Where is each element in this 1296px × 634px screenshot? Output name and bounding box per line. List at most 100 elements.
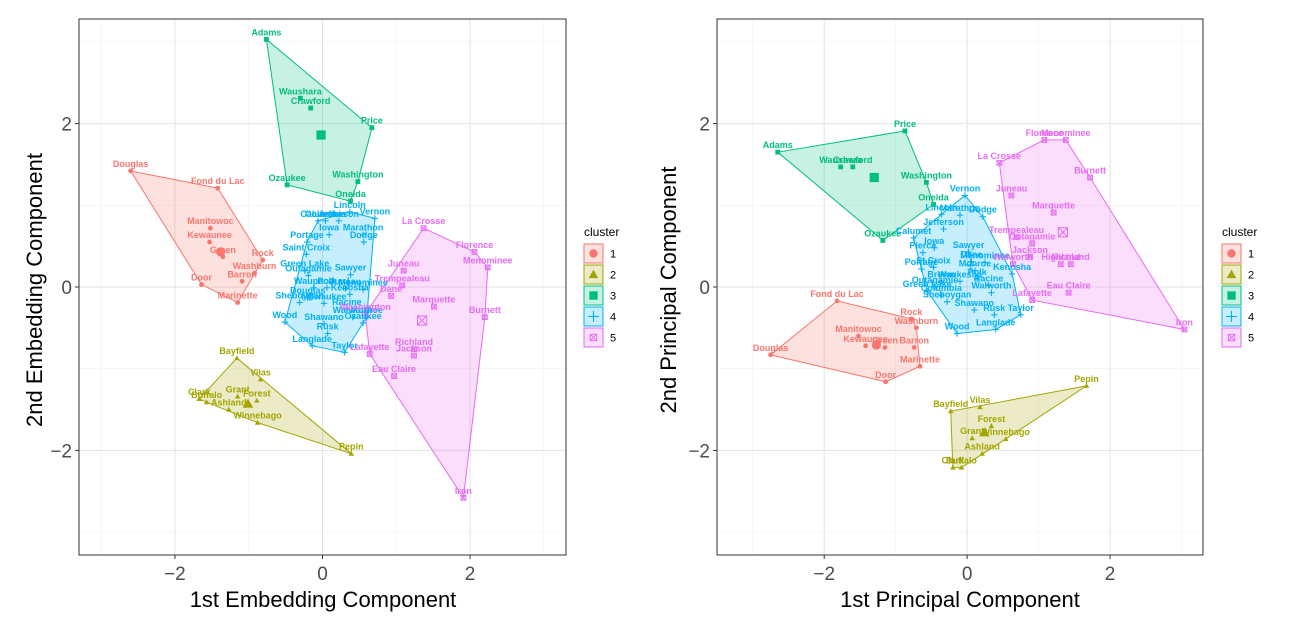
cluster-5-hull [998, 139, 1186, 331]
point-label: Price [894, 119, 916, 129]
point-label: Pepin [339, 442, 364, 452]
data-point [856, 333, 861, 339]
data-point [326, 231, 333, 238]
data-point [342, 285, 349, 292]
point-label: Columbia [305, 209, 347, 219]
legend-symbol [589, 333, 598, 342]
data-point [341, 349, 348, 356]
legend-title: cluster [1222, 225, 1257, 239]
data-point [961, 192, 969, 199]
data-point [985, 282, 992, 289]
cluster-centroid [869, 172, 879, 183]
point-label: Waushara [819, 155, 863, 165]
data-point [880, 238, 886, 243]
data-point [484, 264, 491, 271]
point-label: Taylor [331, 340, 358, 350]
data-point [988, 289, 995, 296]
data-point [252, 270, 258, 276]
point-label: Jackson [1012, 245, 1048, 255]
point-label: Saint Croix [283, 242, 331, 252]
x-axis-title: 1st Embedding Component [190, 587, 457, 612]
grid [79, 19, 566, 555]
data-point [128, 168, 134, 174]
point-label: Waushara [279, 86, 323, 96]
data-point [199, 282, 204, 287]
point-label: Racine [332, 297, 362, 307]
x-tick-label: −2 [164, 564, 186, 585]
point-label: Bayfield [933, 399, 968, 409]
data-point [359, 319, 367, 327]
data-point [348, 198, 353, 204]
data-point [1041, 137, 1048, 143]
point-label: Douglas [753, 343, 789, 353]
data-point [1017, 311, 1024, 318]
point-label: Green [872, 335, 898, 345]
legend-symbol [1227, 249, 1236, 258]
point-label: Lincoln [925, 202, 957, 212]
points-layer [768, 128, 1188, 470]
point-label: Washington [332, 170, 383, 180]
data-point [323, 284, 331, 291]
point-label: Forest [978, 414, 1006, 424]
legend-symbol [589, 291, 598, 300]
data-point [838, 164, 844, 170]
data-point [359, 286, 367, 293]
data-point [371, 215, 379, 222]
point-label: Clark [942, 456, 966, 466]
data-point [1013, 234, 1020, 241]
point-label: Grant [960, 426, 984, 436]
data-point [301, 267, 308, 274]
point-label: Lafayette [350, 342, 390, 352]
data-point [310, 284, 317, 291]
legend-item: 3 [583, 285, 616, 306]
point-label: La Crosse [978, 151, 1022, 161]
cluster-hulls [769, 130, 1186, 469]
point-labels: Fond du Lac Rock Manitowoc Washburn Kewaunee… [753, 119, 1193, 466]
legend-symbol [588, 269, 599, 279]
point-label: Ozaukee [269, 173, 306, 183]
y-tick-label: 2 [699, 115, 710, 136]
point-label: Monroe [959, 259, 992, 269]
x-tick-label: 0 [317, 564, 328, 585]
data-point [1181, 326, 1188, 333]
point-label: Ashland [211, 398, 247, 408]
point-label: Juneau [388, 259, 420, 269]
point-label: Green Lake [903, 279, 952, 289]
x-axis-title: 1st Principal Component [840, 587, 1080, 612]
data-point [938, 211, 945, 218]
data-point [1027, 253, 1033, 260]
data-point [399, 282, 406, 289]
data-point [931, 202, 936, 207]
data-point [411, 352, 417, 359]
data-point [335, 217, 342, 224]
x-ticks: −2 0 2 [164, 555, 475, 585]
cluster-centroid [871, 340, 881, 350]
data-point [322, 217, 329, 224]
point-labels: Douglas Fond du Lac Manitowoc Kewaunee Green… [113, 27, 513, 495]
point-label: Rock [252, 248, 275, 258]
point-label: Oneida [335, 189, 367, 199]
point-label: Winnebago [233, 411, 282, 421]
point-label: Burnett [469, 305, 501, 315]
data-point [911, 345, 917, 350]
point-label: Winnebago [982, 427, 1031, 437]
data-point [1029, 297, 1036, 303]
data-point [914, 325, 919, 331]
data-point [391, 373, 397, 379]
data-point [362, 311, 369, 317]
point-label: Ashland [964, 442, 1000, 452]
point-label: Vilas [250, 367, 271, 377]
point-label: Douglas [290, 286, 326, 296]
data-point [883, 379, 889, 385]
data-point [775, 149, 781, 155]
data-point [281, 319, 288, 326]
point-label: Eau Claire [1047, 281, 1091, 291]
legend-symbol [1226, 311, 1237, 322]
data-point [944, 298, 951, 305]
point-label: Vernon [950, 183, 981, 193]
data-point [918, 265, 925, 273]
point-label: Langlade [976, 317, 1016, 327]
point-label: Milwaukee [301, 291, 346, 301]
data-point [305, 272, 312, 279]
point-label: Eau Claire [372, 364, 416, 374]
